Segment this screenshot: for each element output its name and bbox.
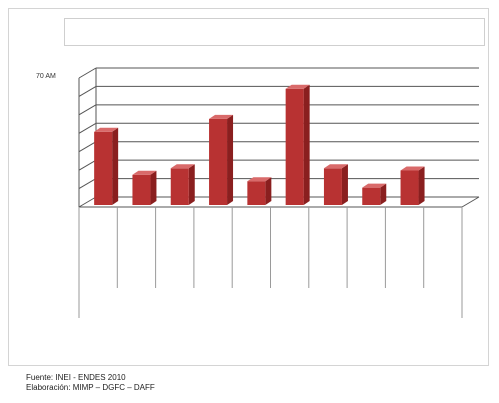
gridline-depth [78,67,97,79]
bar-side [150,170,157,205]
bar [400,166,425,205]
bar-top [285,84,310,89]
gridline-depth [78,104,97,116]
chart-title-box [64,18,485,46]
bar [285,84,310,205]
bar-front [323,168,342,205]
bar-front [247,181,266,205]
bar-side [341,164,348,205]
bar [209,114,234,205]
bar-top [247,177,272,182]
gridline-depth [78,122,97,134]
bar-top [94,127,119,132]
y-axis-label: 70 AM [36,73,56,80]
bar-top [323,164,348,169]
bar-front [170,168,189,205]
bars-layer [94,84,425,205]
gridline-depth [78,141,97,153]
bar-front [94,131,113,205]
chart-footer: Fuente: INEI - ENDES 2010 Elaboración: M… [26,373,155,393]
bar [323,164,348,205]
bar-front [132,174,151,205]
bar-front [209,118,228,205]
bar-side [418,166,425,205]
bar-front [362,187,381,205]
bar-top [209,114,234,119]
bar-front [400,170,419,205]
bar [247,177,272,205]
bar-side [188,164,195,205]
bar-front [285,88,304,205]
gridline-depth [78,85,97,97]
bar-side [265,177,272,205]
gridline-depth [78,196,97,208]
bar [94,127,119,205]
bar-top [400,166,425,171]
bar-side [227,114,234,205]
floor-right-edge [461,196,480,208]
bar-top [132,170,157,175]
elaboration-note: Elaboración: MIMP – DGFC – DAFF [26,383,155,392]
bar [362,183,387,205]
bar [170,164,195,205]
gridline-depth [78,159,97,171]
bar-top [170,164,195,169]
bar-side [112,127,119,205]
gridline-depth [78,178,97,190]
category-lines [78,207,463,318]
bar-top [362,183,387,188]
bar-side [303,84,310,205]
bar-side [380,183,387,205]
bar [132,170,157,205]
source-note: Fuente: INEI - ENDES 2010 [26,373,126,382]
